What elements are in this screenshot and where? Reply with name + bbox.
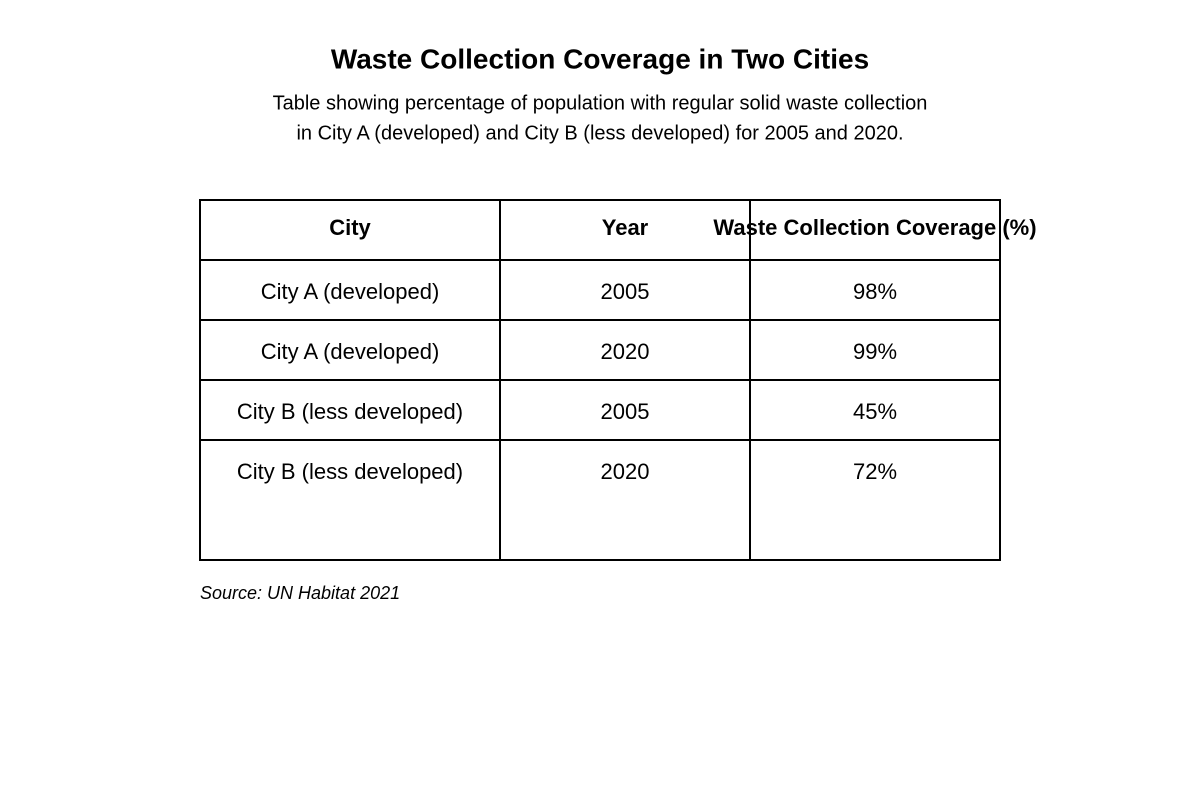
table-cell: 2020 — [601, 459, 650, 484]
column-header: Year — [602, 215, 649, 240]
source-note: Source: UN Habitat 2021 — [200, 583, 400, 603]
subtitle: Table showing percentage of population w… — [273, 92, 928, 114]
column-header: Waste Collection Coverage (%) — [713, 215, 1036, 240]
table-cell: 98% — [853, 279, 897, 304]
table-cell: 2005 — [601, 399, 650, 424]
table-cell: 72% — [853, 459, 897, 484]
table-cell: 45% — [853, 399, 897, 424]
table-cell: 2020 — [601, 339, 650, 364]
column-header: City — [329, 215, 371, 240]
table-cell: City B (less developed) — [237, 459, 463, 484]
table-cell: City A (developed) — [261, 339, 440, 364]
subtitle: in City A (developed) and City B (less d… — [296, 122, 903, 144]
table-cell: City B (less developed) — [237, 399, 463, 424]
table-cell: City A (developed) — [261, 279, 440, 304]
table-cell: 2005 — [601, 279, 650, 304]
table-cell: 99% — [853, 339, 897, 364]
title: Waste Collection Coverage in Two Cities — [331, 43, 869, 74]
table-grid — [199, 199, 1001, 561]
